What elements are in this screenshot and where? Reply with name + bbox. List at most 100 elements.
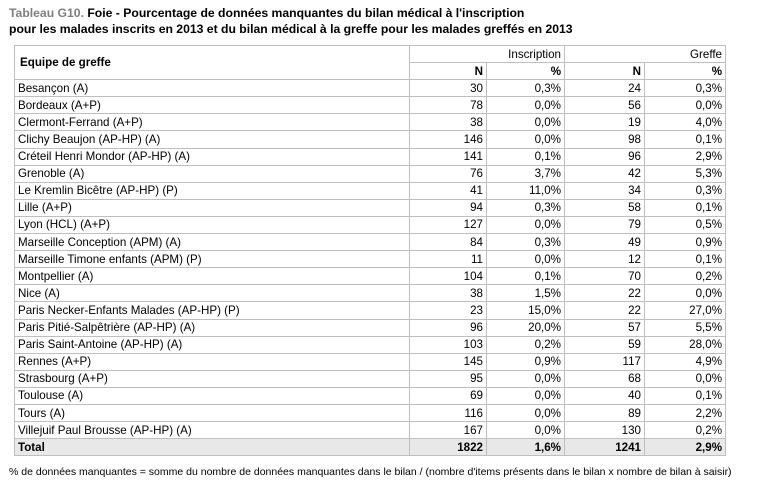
row-ins-n: 94 [409,198,487,217]
title-line-1: Tableau G10. Foie - Pourcentage de donné… [9,5,779,21]
table-row: Lille (A+P) 94 0,3% 58 0,1% [14,198,727,217]
row-gr-pct: 0,3% [643,79,727,98]
row-gr-n: 57 [564,318,645,337]
row-team: Paris Necker-Enfants Malades (AP-HP) (P) [14,301,410,320]
row-gr-n: 42 [564,164,645,183]
row-team: Villejuif Paul Brousse (AP-HP) (A) [14,421,410,440]
row-gr-pct: 5,5% [643,318,727,337]
row-team: Strasbourg (A+P) [14,369,410,388]
row-ins-pct: 0,0% [486,369,565,388]
row-ins-pct: 0,0% [486,215,565,235]
row-ins-n: 116 [409,403,487,423]
table-row: Strasbourg (A+P) 95 0,0% 68 0,0% [14,369,727,388]
row-gr-pct: 0,2% [643,421,727,440]
row-ins-pct: 3,7% [486,164,565,183]
header-row-sub: N % N % [15,62,727,81]
row-ins-n: 96 [409,318,487,337]
col-header-ins-n: N [409,62,487,81]
total-label: Total [14,438,410,457]
row-ins-pct: 0,9% [486,352,565,371]
row-gr-pct: 28,0% [643,335,727,354]
row-gr-n: 49 [564,233,645,252]
row-gr-pct: 0,0% [643,96,727,115]
row-gr-n: 56 [564,96,645,115]
table-row: Marseille Timone enfants (APM) (P) 11 0,0%… [14,250,727,269]
missing-data-table: Equipe de greffe Inscription Greffe N % … [14,44,727,457]
total-gr-pct: 2,9% [643,438,727,457]
row-ins-pct: 0,0% [486,421,565,440]
col-header-ins-pct: % [486,62,565,81]
row-ins-pct: 0,3% [486,198,565,217]
row-ins-n: 41 [409,181,487,200]
footnote: % de données manquantes = somme du nombr… [9,466,732,478]
row-ins-n: 141 [409,147,487,166]
row-ins-n: 95 [409,369,487,388]
row-team: Montpellier (A) [14,267,410,286]
title-prefix: Tableau G10. [9,6,84,20]
row-gr-n: 68 [564,369,645,388]
row-team: Le Kremlin Bicêtre (AP-HP) (P) [14,181,410,200]
table-row: Villejuif Paul Brousse (AP-HP) (A) 167 0,0… [14,421,727,440]
row-gr-pct: 0,5% [643,215,727,235]
col-group-inscription: Inscription [409,44,565,64]
total-row: Total 1822 1,6% 1241 2,9% [14,438,727,457]
table-row: Rennes (A+P) 145 0,9% 117 4,9% [14,352,727,371]
row-gr-pct: 0,0% [643,369,727,388]
row-ins-pct: 0,0% [486,96,565,115]
row-gr-n: 70 [564,267,645,286]
row-gr-pct: 0,1% [643,250,727,269]
table-row: Grenoble (A) 76 3,7% 42 5,3% [14,164,727,183]
row-ins-pct: 0,0% [486,386,565,405]
row-ins-pct: 0,2% [486,335,565,354]
row-gr-pct: 0,2% [643,267,727,286]
table-row: Créteil Henri Mondor (AP-HP) (A) 141 0,1% 9… [14,147,727,166]
table-row: Clermont-Ferrand (A+P) 38 0,0% 19 4,0% [14,113,727,132]
row-gr-pct: 27,0% [643,301,727,320]
row-ins-pct: 0,3% [486,233,565,252]
table-row: Paris Necker-Enfants Malades (AP-HP) (P)… [14,301,727,320]
table-row: Toulouse (A) 69 0,0% 40 0,1% [14,386,727,405]
table-row: Tours (A) 116 0,0% 89 2,2% [14,403,727,423]
row-gr-n: 117 [564,352,645,371]
row-gr-pct: 0,9% [643,233,727,252]
table-row: Paris Saint-Antoine (AP-HP) (A) 103 0,2% 59… [14,335,727,354]
row-gr-pct: 0,3% [643,181,727,200]
row-gr-pct: 4,9% [643,352,727,371]
row-gr-n: 89 [564,403,645,423]
row-ins-pct: 0,1% [486,147,565,166]
row-gr-n: 12 [564,250,645,269]
row-ins-n: 103 [409,335,487,354]
row-gr-pct: 0,1% [643,130,727,149]
row-gr-n: 34 [564,181,645,200]
table-body: Besançon (A) 30 0,3% 24 0,3% Bordeaux (A+P) 78… [14,79,727,457]
row-gr-n: 19 [564,113,645,132]
row-ins-n: 145 [409,352,487,371]
row-team: Marseille Timone enfants (APM) (P) [14,250,410,269]
row-ins-pct: 20,0% [486,318,565,337]
row-team: Créteil Henri Mondor (AP-HP) (A) [14,147,410,166]
title-line-2: pour les malades inscrits en 2013 et du … [9,22,573,36]
row-team: Nice (A) [14,284,410,303]
table-row: Lyon (HCL) (A+P) 127 0,0% 79 0,5% [14,215,727,235]
row-ins-n: 167 [409,421,487,440]
row-gr-n: 58 [564,198,645,217]
row-ins-n: 84 [409,233,487,252]
row-ins-pct: 15,0% [486,301,565,320]
row-team: Lyon (HCL) (A+P) [14,215,410,235]
row-gr-n: 59 [564,335,645,354]
row-ins-pct: 0,0% [486,130,565,149]
row-gr-pct: 0,0% [643,284,727,303]
table-row: Marseille Conception (APM) (A) 84 0,3% 49 0,… [14,233,727,252]
row-team: Clermont-Ferrand (A+P) [14,113,410,132]
row-gr-pct: 0,1% [643,198,727,217]
row-ins-pct: 0,3% [486,79,565,98]
row-ins-n: 69 [409,386,487,405]
row-gr-n: 79 [564,215,645,235]
row-ins-pct: 0,1% [486,267,565,286]
row-ins-n: 11 [409,250,487,269]
table-row: Clichy Beaujon (AP-HP) (A) 146 0,0% 98 0,1% [14,130,727,149]
table-row: Paris Pitié-Salpêtrière (AP-HP) (A) 96 20,… [14,318,727,337]
row-team: Paris Pitié-Salpêtrière (AP-HP) (A) [14,318,410,337]
row-ins-pct: 0,0% [486,113,565,132]
row-ins-n: 38 [409,284,487,303]
